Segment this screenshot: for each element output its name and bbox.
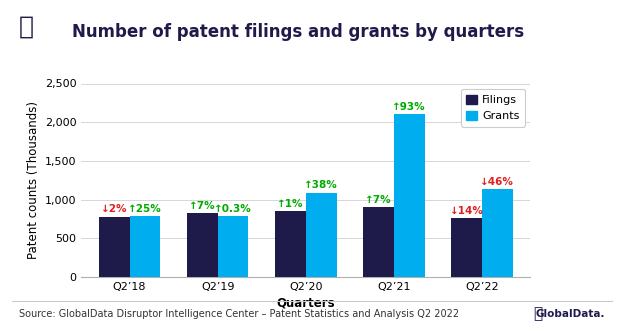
Bar bbox=[482, 189, 513, 277]
Text: ↑0.3%: ↑0.3% bbox=[214, 204, 252, 214]
Text: ↑7%: ↑7% bbox=[189, 201, 215, 210]
Text: ⧖: ⧖ bbox=[19, 15, 34, 39]
Text: Source: GlobalData Disruptor Intelligence Center – Patent Statistics and Analysi: Source: GlobalData Disruptor Intelligenc… bbox=[19, 309, 459, 319]
Bar bbox=[394, 115, 425, 277]
Text: ↑93%: ↑93% bbox=[392, 102, 426, 112]
Text: ↓14%: ↓14% bbox=[450, 206, 484, 216]
Text: ⧖: ⧖ bbox=[534, 307, 543, 321]
Text: ↓46%: ↓46% bbox=[480, 177, 514, 187]
Text: ↑7%: ↑7% bbox=[365, 195, 392, 205]
Bar bbox=[130, 216, 160, 277]
Text: ↓2%: ↓2% bbox=[101, 204, 127, 214]
Bar bbox=[306, 193, 336, 277]
Text: ↑25%: ↑25% bbox=[128, 204, 162, 214]
X-axis label: Quarters: Quarters bbox=[276, 296, 335, 309]
Text: GlobalData.: GlobalData. bbox=[536, 309, 605, 319]
Text: ↑38%: ↑38% bbox=[305, 180, 338, 190]
Bar bbox=[99, 217, 130, 277]
Legend: Filings, Grants: Filings, Grants bbox=[461, 89, 525, 127]
Text: Number of patent filings and grants by quarters: Number of patent filings and grants by q… bbox=[72, 23, 524, 41]
Bar bbox=[218, 216, 248, 277]
Bar bbox=[363, 207, 394, 277]
Bar bbox=[451, 218, 482, 277]
Bar bbox=[275, 211, 306, 277]
Y-axis label: Patent counts (Thousands): Patent counts (Thousands) bbox=[27, 101, 41, 260]
Text: ↑1%: ↑1% bbox=[277, 199, 304, 209]
Bar bbox=[187, 213, 218, 277]
